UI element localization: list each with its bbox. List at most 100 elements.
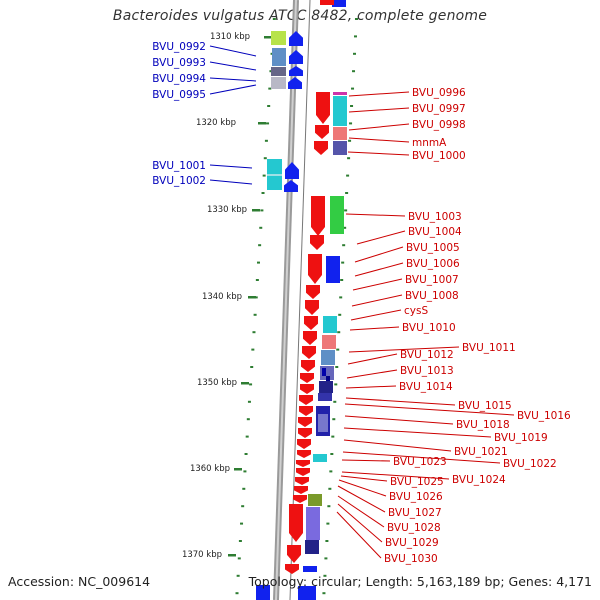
gene-label-reverse: BVU_1022 — [503, 458, 557, 470]
label-leader-line — [340, 475, 388, 482]
label-leader-line — [336, 511, 382, 559]
tick-dot — [343, 226, 347, 229]
kbp-label: 1310 kbp — [210, 32, 250, 42]
tick-dot — [242, 487, 246, 490]
label-leader-line — [348, 137, 410, 143]
tick-dot — [338, 313, 342, 316]
tick-dot — [340, 279, 344, 281]
gene-box — [298, 586, 316, 600]
tick-dot — [328, 487, 332, 490]
gene-arrow-reverse — [301, 360, 315, 372]
label-leader-line — [342, 451, 501, 464]
label-leader-line — [345, 213, 406, 217]
tick-dot — [243, 470, 247, 473]
tick-dot — [259, 226, 263, 229]
tick-dot — [238, 540, 242, 542]
gene-arrow-forward — [289, 50, 303, 64]
gene-label-forward: BVU_0995 — [152, 89, 206, 101]
tick-dot — [256, 261, 260, 264]
tick-dot — [334, 383, 338, 386]
gene-label-reverse: BVU_1000 — [412, 150, 466, 162]
tick-dot — [337, 331, 341, 334]
gene-arrow-reverse — [303, 331, 317, 345]
tick-dot — [342, 244, 346, 247]
gene-arrow-reverse — [314, 141, 328, 155]
gene-label-reverse: BVU_1025 — [390, 476, 444, 488]
gene-arrow-reverse — [285, 564, 299, 574]
label-leader-line — [341, 471, 450, 480]
tick-dot — [324, 557, 328, 560]
gene-box — [306, 507, 320, 540]
kbp-label: 1320 kbp — [196, 118, 236, 128]
tick-dot — [348, 139, 352, 142]
tick-dot — [354, 18, 358, 20]
kbp-label: 1340 kbp — [202, 292, 242, 302]
gene-box — [271, 67, 286, 76]
gene-arrow-reverse — [287, 545, 301, 563]
gene-arrow-reverse — [297, 439, 311, 449]
gene-label-reverse: BVU_1007 — [405, 274, 459, 286]
gene-arrow-forward — [284, 180, 298, 192]
gene-arrow-reverse — [316, 92, 330, 124]
tick-dot — [351, 87, 355, 90]
label-leader-line — [345, 397, 456, 406]
kbp-tick — [234, 468, 242, 471]
label-leader-line — [346, 369, 398, 379]
gene-box — [333, 92, 347, 95]
tick-dot — [332, 418, 336, 421]
gene-arrow-reverse — [297, 450, 311, 458]
gene-arrow-reverse — [300, 384, 314, 394]
gene-arrow-reverse — [315, 125, 329, 139]
tick-dot — [346, 174, 350, 177]
gene-box — [333, 127, 347, 140]
tick-dot — [323, 574, 327, 577]
gene-arrow-forward — [289, 31, 303, 46]
tick-dot — [352, 70, 356, 73]
tick-dot — [247, 400, 251, 403]
tick-dot — [329, 470, 333, 473]
gene-label-reverse: BVU_1008 — [405, 290, 459, 302]
label-leader-line — [209, 45, 257, 57]
tick-dot — [326, 522, 330, 525]
gene-label-reverse: BVU_0996 — [412, 87, 466, 99]
tick-dot — [244, 453, 248, 455]
gene-label-reverse: BVU_1023 — [393, 456, 447, 468]
gene-box — [303, 566, 317, 572]
label-leader-line — [343, 439, 452, 452]
accession-text: Accession: NC_009614 — [8, 574, 151, 589]
tick-dot — [263, 157, 267, 160]
label-leader-line — [337, 503, 383, 543]
label-leader-line — [209, 61, 257, 71]
label-leader-line — [354, 262, 404, 277]
kbp-tick — [241, 382, 249, 385]
gene-label-forward: BVU_1001 — [152, 160, 206, 172]
tick-dot — [251, 348, 255, 351]
label-leader-line — [344, 415, 454, 425]
label-leader-line — [356, 230, 406, 245]
label-leaders — [209, 45, 515, 559]
gene-label-reverse: BVU_1027 — [388, 507, 442, 519]
tick-dot — [245, 435, 249, 438]
topology-text: Topology: circular; Length: 5,163,189 bp… — [248, 574, 592, 589]
label-leader-line — [352, 278, 403, 291]
kbp-label: 1350 kbp — [197, 378, 237, 388]
right-dot-ticks — [322, 18, 358, 595]
gene-arrow-reverse — [310, 235, 324, 250]
tick-dot — [347, 157, 351, 160]
gene-label-reverse: BVU_0997 — [412, 103, 466, 115]
tick-dot — [353, 35, 357, 38]
gene-arrow-reverse — [308, 254, 322, 284]
gene-labels: BVU_0992 BVU_0993 BVU_0994 BVU_0995 BVU_1001… — [152, 41, 571, 565]
gene-label-reverse: BVU_1029 — [385, 537, 439, 549]
tick-dot — [266, 122, 270, 125]
gene-box — [305, 540, 319, 554]
label-leader-line — [348, 107, 410, 113]
gene-arrow-reverse — [293, 495, 307, 503]
tick-dot — [345, 192, 349, 194]
label-leader-line — [209, 164, 253, 169]
tick-dot — [349, 122, 353, 125]
gene-box — [313, 454, 327, 462]
gene-box — [333, 141, 347, 155]
label-leader-line — [209, 84, 257, 95]
